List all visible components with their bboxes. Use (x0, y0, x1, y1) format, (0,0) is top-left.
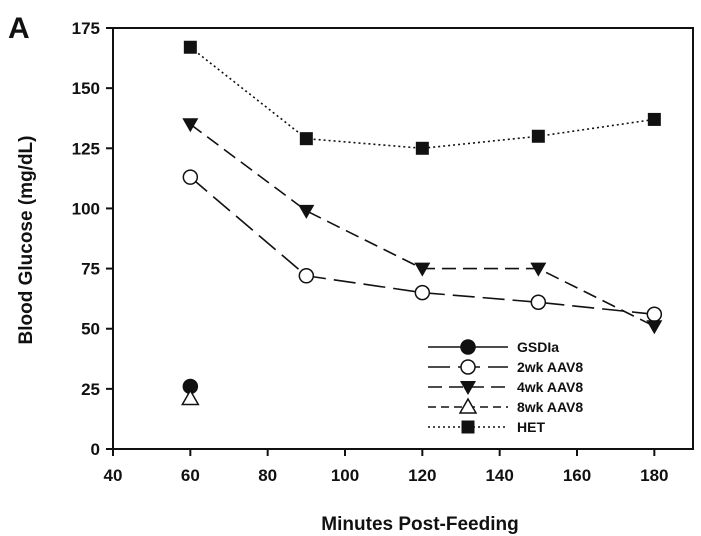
series-line (189, 46, 655, 150)
series-line (189, 176, 655, 316)
legend-label: 4wk AAV8 (517, 379, 583, 395)
data-point (183, 40, 197, 54)
data-point (181, 388, 200, 406)
data-point (182, 118, 199, 133)
data-point (298, 204, 315, 219)
x-axis-title: Minutes Post-Feeding (321, 514, 518, 535)
series-layer (181, 40, 663, 406)
legend-marker (461, 420, 475, 434)
x-tick-label: 100 (331, 466, 359, 485)
y-tick-label: 150 (72, 79, 100, 98)
x-tick-label: 180 (640, 466, 668, 485)
y-tick-label: 175 (72, 19, 100, 38)
data-point (298, 268, 315, 284)
data-point (299, 132, 313, 146)
series-4 (183, 40, 661, 155)
x-tick-label: 120 (408, 466, 436, 485)
legend-marker (460, 359, 476, 375)
legend-label: GSDIa (517, 339, 559, 355)
data-point (530, 294, 547, 311)
y-axis-title: Blood Glucose (mg/dL) (16, 136, 37, 345)
data-point (414, 262, 431, 277)
data-point (531, 129, 545, 143)
series-3 (181, 388, 200, 406)
y-tick-label: 50 (81, 320, 100, 339)
panel-label: A (8, 12, 30, 45)
legend-marker (458, 397, 478, 414)
data-point (182, 169, 199, 185)
x-tick-label: 40 (104, 466, 123, 485)
data-point (414, 284, 431, 301)
series-1 (182, 169, 663, 323)
y-tick-label: 25 (81, 380, 100, 399)
y-tick-label: 125 (72, 139, 100, 158)
legend-label: HET (517, 419, 545, 435)
x-tick-label: 60 (181, 466, 200, 485)
y-tick-label: 100 (72, 199, 100, 218)
legend-marker (460, 339, 476, 355)
x-tick-label: 160 (563, 466, 591, 485)
axes: 40 60 80 100 120 140 160 180 0 25 50 75 100 125 150 175 (72, 19, 694, 485)
legend-label: 2wk AAV8 (517, 359, 583, 375)
legend-label: 8wk AAV8 (517, 399, 583, 415)
y-tick-label: 75 (81, 260, 100, 279)
series-2 (182, 118, 663, 335)
x-tick-label: 140 (485, 466, 513, 485)
legend: GSDIa 2wk AAV8 4wk AAV8 8wk AAV8 HET (428, 339, 583, 435)
plot-frame (112, 27, 694, 450)
x-tick-label: 80 (258, 466, 277, 485)
data-point (646, 320, 663, 335)
data-point (415, 141, 429, 155)
data-point (530, 262, 547, 277)
data-point (646, 306, 663, 323)
y-tick-label: 0 (91, 440, 100, 459)
legend-marker (460, 381, 476, 395)
data-point (647, 112, 661, 126)
